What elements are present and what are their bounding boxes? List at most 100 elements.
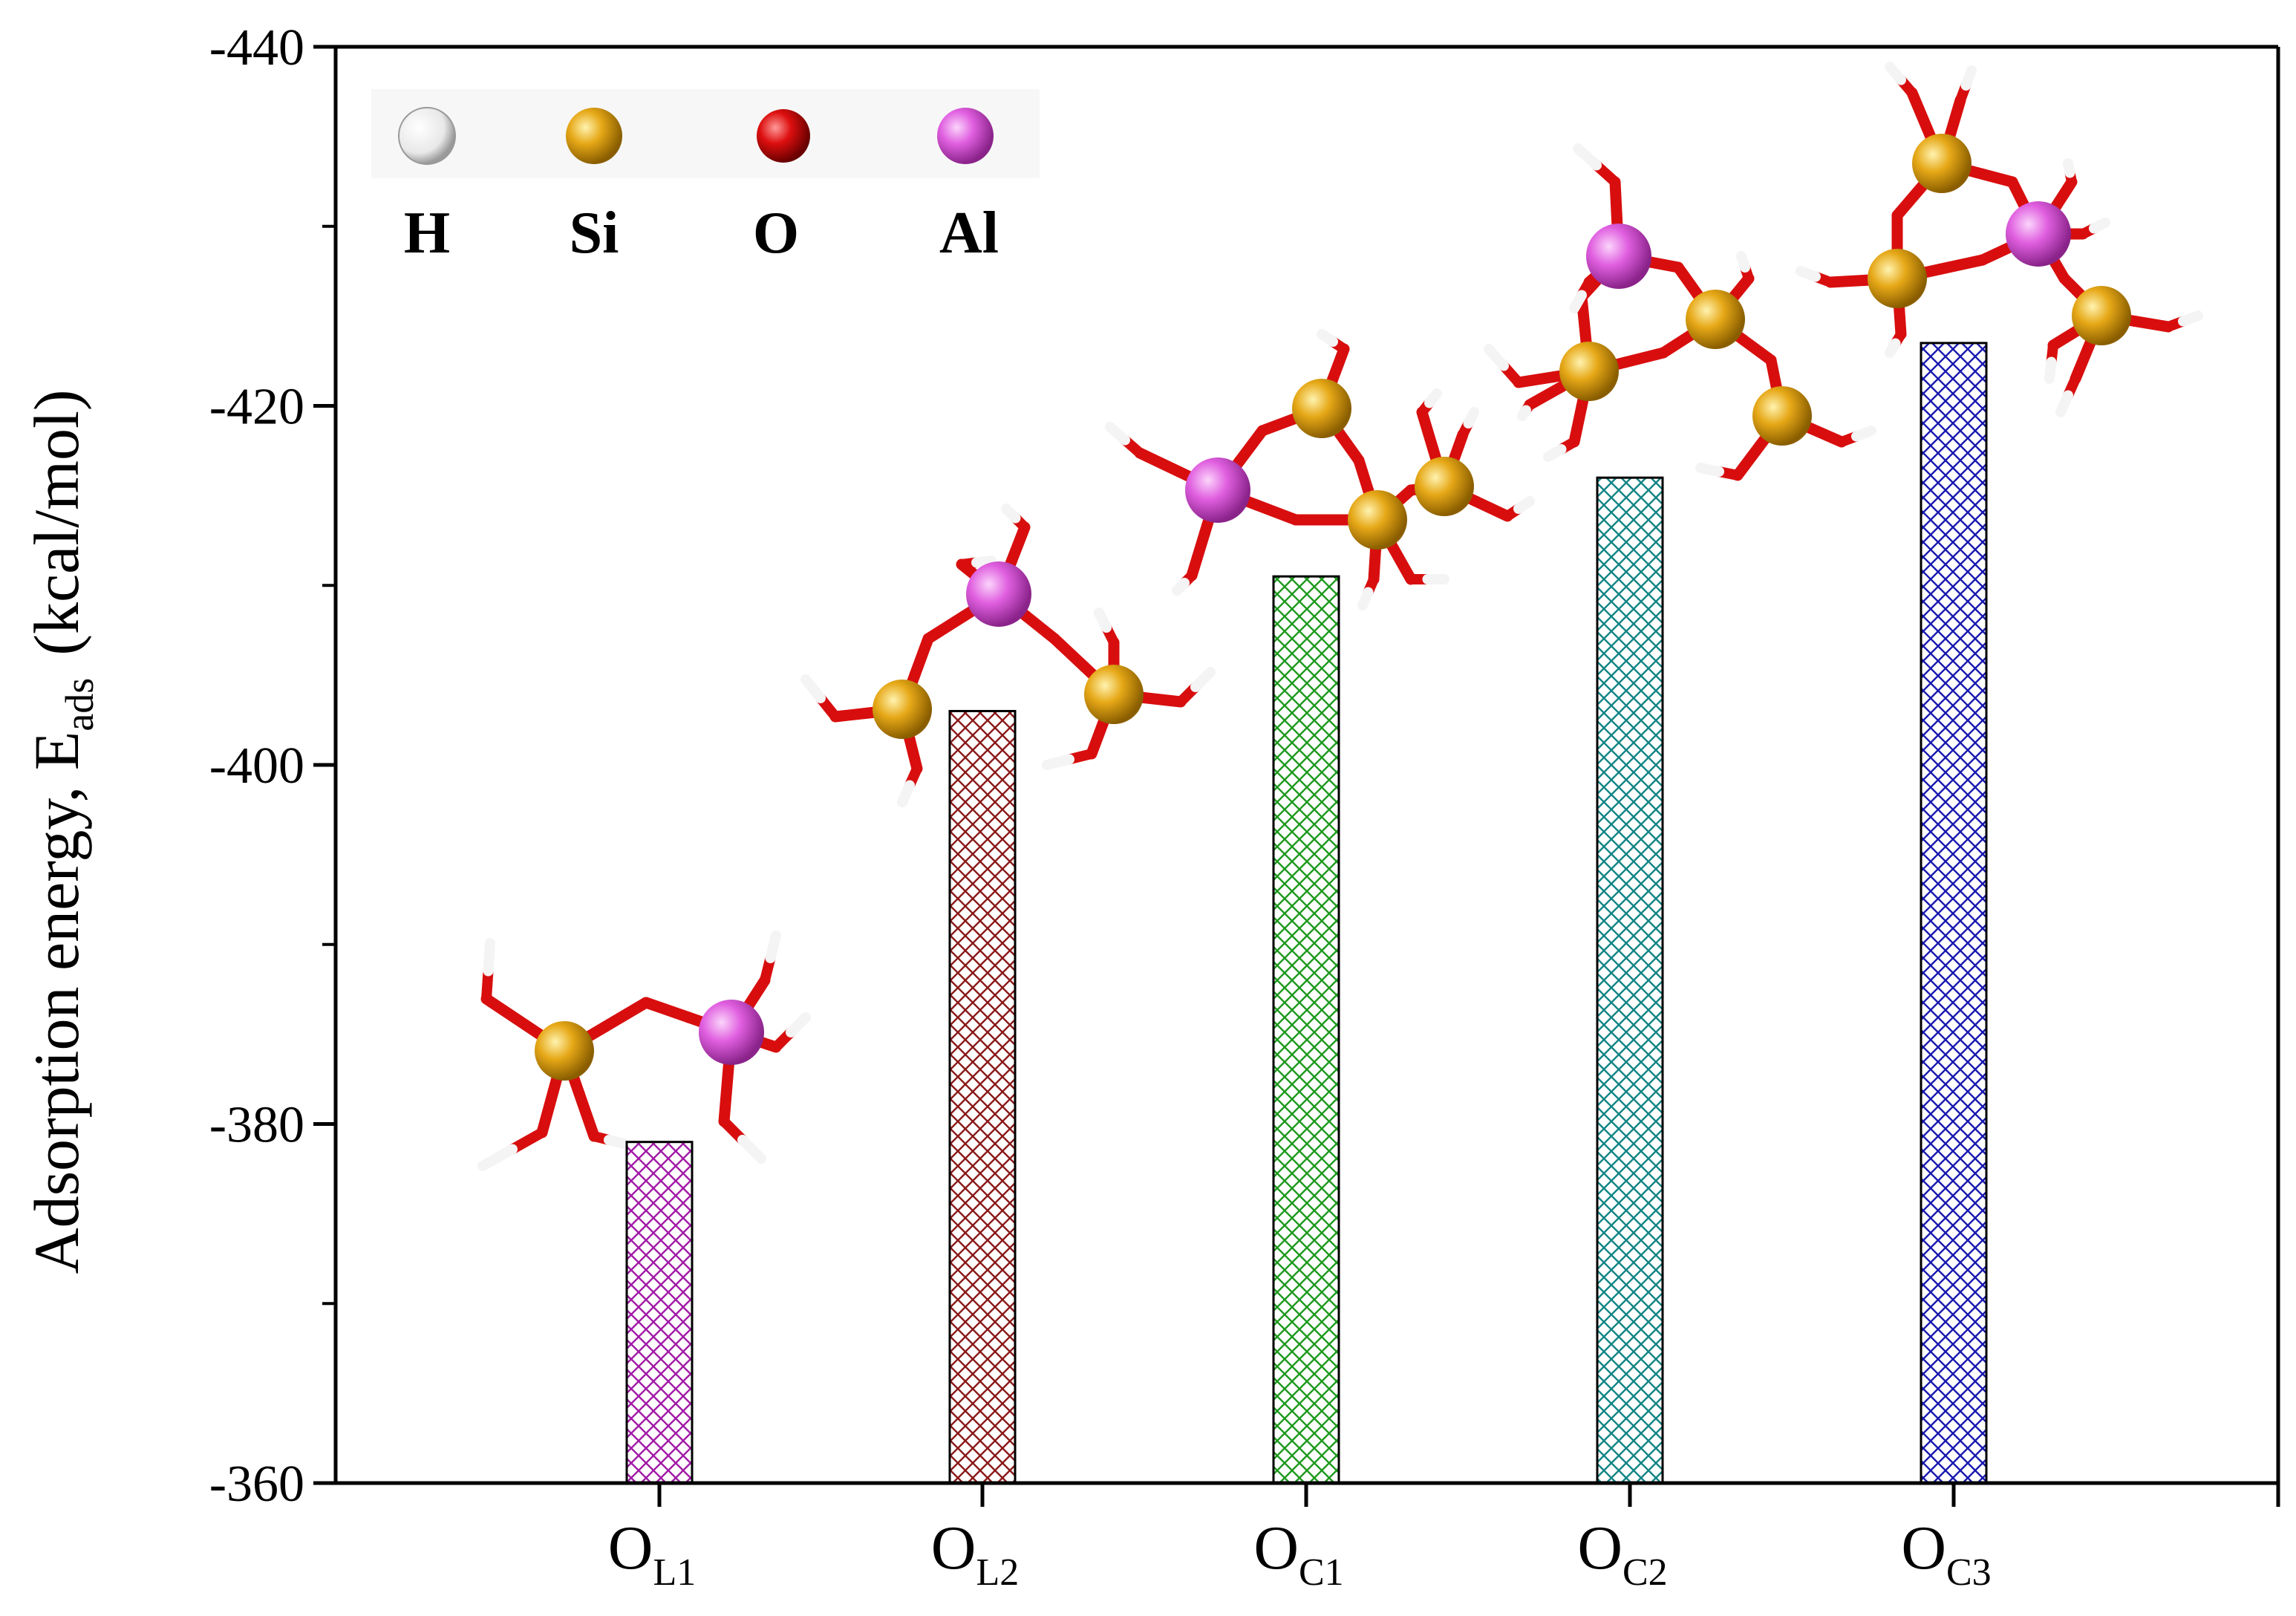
bond-stick — [1960, 65, 1977, 91]
al-atom-icon — [1185, 457, 1250, 523]
bond-stick — [1134, 447, 1184, 478]
bond-stick — [477, 1144, 518, 1171]
bar-ol1 — [625, 1141, 694, 1485]
bar-oc2 — [1596, 476, 1664, 1485]
bond-stick — [1327, 343, 1350, 385]
bond-stick — [483, 938, 495, 977]
bond-stick — [1946, 94, 1966, 137]
bar-series — [625, 342, 1988, 1485]
si-atom-icon — [873, 680, 932, 739]
x-category-label: OL2 — [931, 1514, 1019, 1594]
x-category-label: OC1 — [1253, 1514, 1343, 1594]
bond-stick — [1736, 251, 1750, 273]
bond-stick — [1463, 407, 1479, 429]
y-axis-title: Adsorption energy, Eads (kcal/mol) — [21, 389, 102, 1274]
bond-stick — [2063, 158, 2075, 178]
bond-stick — [1620, 347, 1669, 368]
bond-stick — [1738, 334, 1777, 366]
bond-stick — [897, 780, 915, 807]
bond-stick — [2070, 342, 2094, 385]
oxygen-sphere-icon — [757, 109, 810, 163]
bond-stick — [1934, 254, 1989, 275]
bond-stick — [1389, 544, 1417, 585]
bond-stick — [1357, 587, 1374, 610]
bond-stick — [1906, 87, 1933, 134]
bond-stick — [1569, 290, 1587, 313]
bond-stick — [786, 1012, 811, 1037]
molecule-oc1 — [1105, 329, 1535, 610]
bond-stick — [1172, 578, 1190, 596]
bond-stick — [1568, 401, 1588, 448]
si-atom-icon — [2072, 286, 2131, 345]
bond-stick — [1609, 176, 1622, 225]
bond-stick — [1190, 667, 1216, 692]
bond-stick — [2044, 356, 2057, 384]
bond-stick — [2089, 218, 2110, 234]
bond-stick — [1094, 607, 1112, 633]
bond-stick — [1732, 440, 1766, 481]
x-category-label-main: O — [1577, 1514, 1622, 1583]
molecule-oc3 — [1796, 62, 2203, 417]
si-atom-icon — [1415, 457, 1474, 516]
y-tick-label: -360 — [209, 1456, 304, 1513]
bond-stick — [1086, 718, 1109, 760]
si-atom-icon — [1912, 134, 1972, 193]
bond-stick — [1695, 463, 1724, 477]
bar-oc1 — [1272, 575, 1340, 1485]
bond-stick — [922, 610, 969, 645]
x-category-label-subscript: C2 — [1622, 1551, 1668, 1594]
bond-stick — [718, 1071, 734, 1127]
atom-legend: H Si O Al — [371, 89, 1040, 266]
bond-stick — [1001, 504, 1021, 524]
bond-stick — [1048, 633, 1090, 672]
bond-stick — [737, 1135, 766, 1164]
bond-stick — [604, 1135, 629, 1149]
y-tick-label: -400 — [209, 737, 304, 795]
bond-stick — [573, 1088, 600, 1142]
bond-stick — [1824, 275, 1870, 288]
y-axis-label-main: Adsorption energy, E — [21, 732, 92, 1274]
x-category-label-subscript: C3 — [1946, 1551, 1992, 1594]
si-atom-icon — [1752, 386, 1812, 446]
bond-stick — [2178, 310, 2203, 327]
bond-stick — [1524, 382, 1565, 411]
silicon-sphere-icon — [566, 108, 622, 164]
y-axis-label: Adsorption energy, Eads (kcal/mol) — [21, 389, 102, 1274]
si-atom-icon — [1084, 665, 1144, 724]
si-atom-icon — [1559, 342, 1619, 401]
x-category-label-subscript: L1 — [653, 1551, 696, 1594]
bond-stick — [1885, 338, 1901, 358]
bond-stick — [1972, 167, 2018, 188]
bond-stick — [829, 707, 875, 723]
bond-stick — [1806, 423, 1847, 448]
x-category-label-subscript: L2 — [976, 1551, 1019, 1594]
bond-stick — [1251, 499, 1302, 526]
x-category-label-subscript: C1 — [1299, 1551, 1344, 1594]
x-category-label: OL1 — [608, 1514, 696, 1594]
bond-stick — [1885, 62, 1906, 85]
molecule-illustrations — [477, 62, 2203, 1171]
bond-stick — [640, 997, 694, 1023]
bond-stick — [1891, 183, 1925, 221]
bond-stick — [1021, 610, 1060, 645]
bond-stick — [1234, 425, 1268, 466]
bond-stick — [1517, 405, 1531, 421]
bond-stick — [910, 633, 934, 680]
bond-stick — [1186, 527, 1210, 581]
x-category-label-main: O — [1253, 1514, 1299, 1583]
y-tick-label: -440 — [209, 19, 304, 76]
bond-stick — [507, 1127, 547, 1155]
si-atom-icon — [1292, 379, 1351, 438]
y-axis-label-subscript: ads — [57, 678, 102, 732]
bond-stick — [1424, 388, 1442, 408]
hydrogen-sphere-icon — [398, 107, 456, 165]
legend-label-al: Al — [939, 201, 999, 266]
legend-label-o: O — [753, 201, 799, 266]
aluminum-sphere-icon — [937, 108, 994, 164]
x-category-label-main: O — [931, 1514, 976, 1583]
y-tick-label: -380 — [209, 1097, 304, 1154]
bond-stick — [2055, 390, 2073, 417]
al-atom-icon — [1586, 224, 1651, 289]
bond-stick — [1543, 444, 1567, 462]
